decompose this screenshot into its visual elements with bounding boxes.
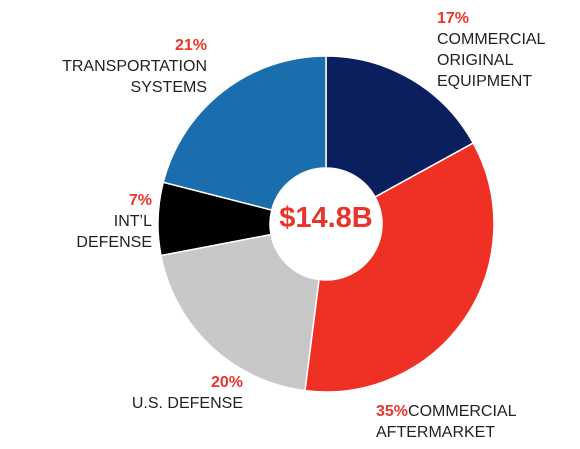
percent-label: 7% bbox=[128, 192, 152, 209]
slice bbox=[160, 233, 320, 392]
slice-label: 20% U.S. DEFENSE bbox=[132, 372, 243, 414]
slice bbox=[304, 142, 495, 393]
category-label: INT’L DEFENSE bbox=[76, 213, 152, 251]
category-label: U.S. DEFENSE bbox=[131, 395, 243, 412]
slice bbox=[162, 55, 327, 211]
percent-label: 20% bbox=[210, 374, 243, 391]
slice bbox=[325, 55, 475, 199]
percent-label: 35% bbox=[376, 403, 409, 420]
center-label: $14.8B bbox=[279, 202, 373, 234]
percent-label: 21% bbox=[174, 37, 207, 54]
slice-label: 7% INT’L DEFENSE bbox=[76, 190, 152, 253]
slice-label: 17% COMMERCIAL ORIGINAL EQUIPMENT bbox=[437, 8, 545, 92]
category-label: TRANSPORTATION SYSTEMS bbox=[62, 58, 207, 96]
category-label: COMMERCIAL AFTERMARKET bbox=[376, 403, 517, 441]
percent-label: 17% bbox=[437, 10, 470, 27]
category-label: COMMERCIAL ORIGINAL EQUIPMENT bbox=[437, 31, 546, 90]
slice-label: 21% TRANSPORTATION SYSTEMS bbox=[62, 35, 207, 98]
slice-label: 35%COMMERCIAL AFTERMARKET bbox=[376, 401, 516, 443]
